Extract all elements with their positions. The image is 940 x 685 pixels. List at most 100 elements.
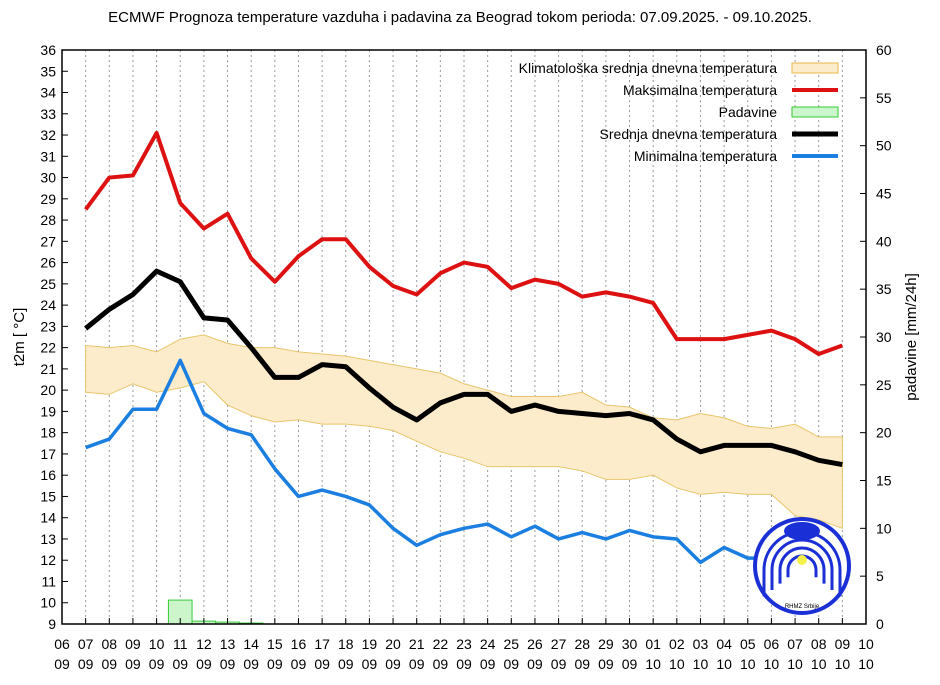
x-tick-month: 09 <box>409 656 425 672</box>
x-tick-day: 05 <box>740 636 756 652</box>
x-tick-month: 09 <box>125 656 141 672</box>
y2-tick-label: 50 <box>876 138 892 154</box>
x-tick-day: 30 <box>622 636 638 652</box>
y2-tick-label: 35 <box>876 281 892 297</box>
series-lines <box>84 130 844 577</box>
x-tick-day: 25 <box>504 636 520 652</box>
y-tick-label: 17 <box>40 446 56 462</box>
y-tick-label: 29 <box>40 191 56 207</box>
x-tick-month: 09 <box>78 656 94 672</box>
y-tick-label: 22 <box>40 340 56 356</box>
x-tick-month: 09 <box>102 656 118 672</box>
x-tick-month: 09 <box>456 656 472 672</box>
rhmz-logo: RHMZ Srbije <box>753 517 851 615</box>
x-tick-month: 09 <box>433 656 449 672</box>
x-tick-day: 02 <box>669 636 685 652</box>
x-tick-month: 09 <box>149 656 165 672</box>
x-tick-day: 04 <box>716 636 732 652</box>
x-tick-day: 03 <box>693 636 709 652</box>
legend-label: Klimatološka srednja dnevna temperatura <box>519 60 778 76</box>
series-line-3 <box>84 268 843 468</box>
x-tick-day: 07 <box>78 636 94 652</box>
x-tick-month: 09 <box>551 656 567 672</box>
y-tick-label: 14 <box>40 510 56 526</box>
x-tick-month: 10 <box>645 656 661 672</box>
x-tick-day: 15 <box>267 636 283 652</box>
x-tick-month: 09 <box>338 656 354 672</box>
x-tick-day: 08 <box>811 636 827 652</box>
x-tick-month: 09 <box>480 656 496 672</box>
y-tick-label: 35 <box>40 63 56 79</box>
y2-tick-label: 15 <box>876 473 892 489</box>
x-tick-day: 18 <box>338 636 354 652</box>
y-tick-label: 18 <box>40 425 56 441</box>
y-tick-label: 27 <box>40 233 56 249</box>
x-tick-month: 10 <box>740 656 756 672</box>
x-tick-month: 10 <box>835 656 851 672</box>
y-tick-label: 21 <box>40 361 56 377</box>
x-tick-day: 21 <box>409 636 425 652</box>
y-axis-label: t2m [ °C] <box>11 308 28 367</box>
x-tick-day: 01 <box>645 636 661 652</box>
y-tick-label: 13 <box>40 531 56 547</box>
x-tick-day: 10 <box>858 636 874 652</box>
x-tick-month: 10 <box>669 656 685 672</box>
x-tick-month: 09 <box>54 656 70 672</box>
x-tick-month: 10 <box>811 656 827 672</box>
x-tick-day: 07 <box>787 636 803 652</box>
x-tick-month: 09 <box>267 656 283 672</box>
x-tick-month: 09 <box>196 656 212 672</box>
x-tick-day: 19 <box>362 636 378 652</box>
x-tick-month: 09 <box>220 656 236 672</box>
x-tick-month: 10 <box>764 656 780 672</box>
y-tick-label: 19 <box>40 403 56 419</box>
legend-swatch <box>791 106 839 118</box>
x-tick-month: 09 <box>622 656 638 672</box>
y-tick-label: 34 <box>40 85 56 101</box>
y-tick-label: 16 <box>40 467 56 483</box>
y-tick-label: 15 <box>40 488 56 504</box>
climatology-band <box>85 334 843 530</box>
series-line-4 <box>85 358 843 577</box>
y-tick-label: 28 <box>40 212 56 228</box>
x-tick-day: 17 <box>314 636 330 652</box>
logo-text: RHMZ Srbije <box>785 604 820 610</box>
legend-label: Padavine <box>719 104 778 120</box>
y-tick-label: 10 <box>40 595 56 611</box>
y-tick-label: 11 <box>41 573 56 589</box>
legend-label: Minimalna temperatura <box>634 148 777 164</box>
x-tick-day: 26 <box>527 636 543 652</box>
x-tick-day: 22 <box>433 636 449 652</box>
y-tick-label: 26 <box>40 255 56 271</box>
logo-sun-icon <box>797 555 807 565</box>
x-tick-month: 09 <box>291 656 307 672</box>
x-tick-month: 09 <box>598 656 614 672</box>
y2-tick-label: 25 <box>876 377 892 393</box>
logo-ring <box>753 517 851 615</box>
logo-cloud-icon <box>784 522 820 540</box>
x-tick-day: 13 <box>220 636 236 652</box>
y2-tick-label: 20 <box>876 425 892 441</box>
y-tick-label: 12 <box>40 552 56 568</box>
climatology-band-area <box>85 334 843 530</box>
x-tick-month: 09 <box>527 656 543 672</box>
y2-tick-label: 60 <box>876 42 892 58</box>
chart-title: ECMWF Prognoza temperature vazduha i pad… <box>108 9 812 26</box>
x-tick-day: 20 <box>385 636 401 652</box>
y2-tick-label: 30 <box>876 329 892 345</box>
legend-label: Srednja dnevna temperatura <box>600 126 778 142</box>
x-tick-day: 16 <box>291 636 307 652</box>
x-tick-day: 08 <box>102 636 118 652</box>
x-tick-month: 09 <box>172 656 188 672</box>
y-tick-label: 36 <box>40 42 56 58</box>
axes: 9 10 11 12 13 14 15 16 17 18 19 20 21 22 23 24 25 26 27 28 2… <box>40 42 891 672</box>
y-tick-label: 9 <box>48 616 56 632</box>
y2-tick-label: 0 <box>876 616 884 632</box>
x-tick-day: 29 <box>598 636 614 652</box>
precipitation-bars <box>167 599 264 625</box>
legend: Klimatološka srednja dnevna temperatura M… <box>519 60 839 164</box>
x-tick-month: 10 <box>693 656 709 672</box>
x-tick-day: 11 <box>173 636 188 652</box>
y2-tick-label: 5 <box>876 568 884 584</box>
